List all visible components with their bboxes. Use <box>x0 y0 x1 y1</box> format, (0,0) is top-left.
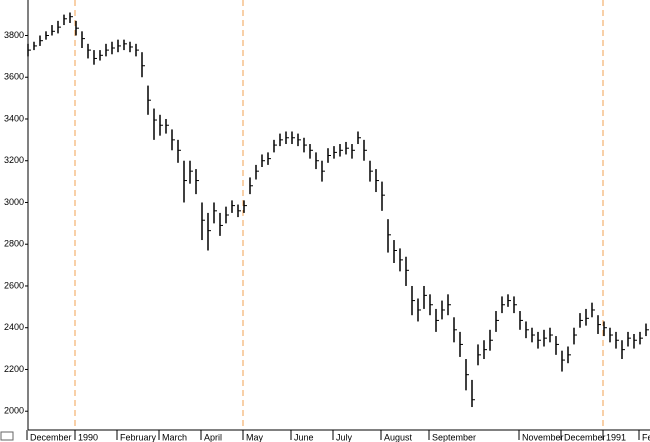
y-tick-label: 2200 <box>4 364 24 374</box>
y-tick-label: 2800 <box>4 239 24 249</box>
y-tick-label: 3800 <box>4 30 24 40</box>
y-tick-label: 2400 <box>4 322 24 332</box>
x-tick-label: November <box>522 432 564 442</box>
x-tick-label: 1991 <box>606 432 626 442</box>
y-tick-label: 3000 <box>4 197 24 207</box>
x-tick-label: March <box>162 432 187 442</box>
y-tick-label: 3600 <box>4 72 24 82</box>
x-tick-label: May <box>246 432 264 442</box>
x-tick-label: 1990 <box>78 432 98 442</box>
x-tick-label: June <box>294 432 314 442</box>
x-tick-label: December <box>30 432 72 442</box>
x-tick-label: December <box>564 432 606 442</box>
y-tick-label: 2000 <box>4 406 24 416</box>
x-tick-label: February <box>120 432 157 442</box>
y-tick-label: 3400 <box>4 113 24 123</box>
corner-icon <box>0 431 14 441</box>
x-tick-label: Fe <box>642 432 650 442</box>
x-tick-label: September <box>432 432 476 442</box>
x-tick-label: August <box>384 432 413 442</box>
y-tick-label: 2600 <box>4 280 24 290</box>
x-tick-label: July <box>336 432 353 442</box>
y-tick-label: 3200 <box>4 155 24 165</box>
x-tick-label: April <box>204 432 222 442</box>
